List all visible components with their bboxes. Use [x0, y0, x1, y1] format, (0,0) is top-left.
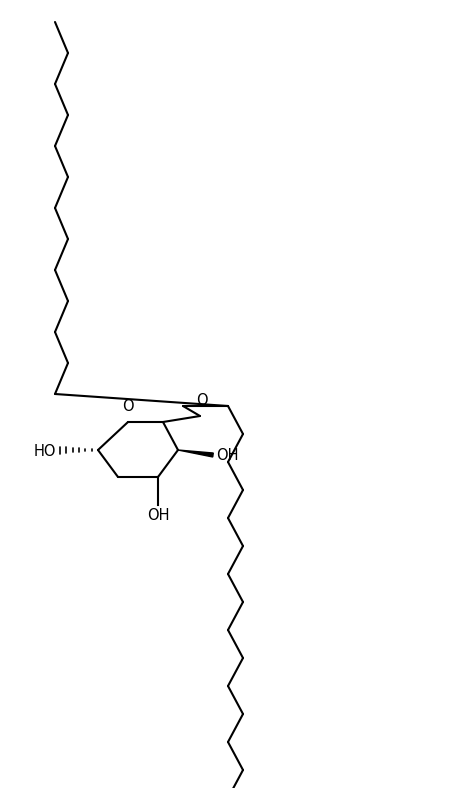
- Text: HO: HO: [33, 444, 56, 459]
- Text: O: O: [122, 399, 134, 414]
- Text: OH: OH: [216, 448, 239, 463]
- Text: O: O: [196, 393, 208, 408]
- Text: OH: OH: [147, 508, 169, 523]
- Polygon shape: [178, 450, 213, 457]
